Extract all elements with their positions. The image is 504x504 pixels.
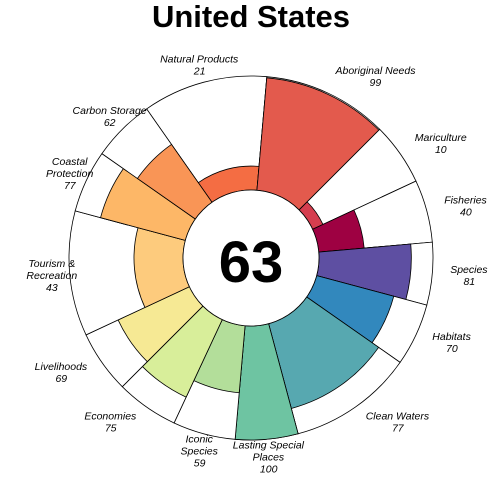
petal-label-livelihoods: Livelihoods 69 <box>35 361 88 385</box>
petals-layer <box>68 75 434 441</box>
petal-value: 10 <box>435 144 447 156</box>
labels-layer: Natural Products 21 Aboriginal Needs 99 Mari… <box>26 53 488 475</box>
petal-value: 21 <box>193 65 206 77</box>
petal-value: 43 <box>46 282 58 294</box>
petal-label-fisheries: Fisheries 40 <box>444 195 487 219</box>
petal-label-iconic-species: Iconic Species 59 <box>181 434 219 470</box>
petal-label-mariculture: Mariculture 10 <box>415 132 467 156</box>
petal-label-line: Habitats <box>432 331 471 343</box>
petal-value: 70 <box>446 343 458 355</box>
petal-label-species: Species 81 <box>450 264 488 288</box>
petal-label-line: Recreation <box>26 270 77 282</box>
petal-label-aboriginal-needs: Aboriginal Needs 99 <box>335 65 417 89</box>
petal-label-line: Species <box>181 446 219 458</box>
petal-label-line: Clean Waters <box>366 410 430 422</box>
petal-label-natural-products: Natural Products 21 <box>160 53 239 77</box>
petal-label-line: Economies <box>84 410 137 422</box>
petal-label-line: Coastal <box>52 156 88 168</box>
petal-label-line: Iconic <box>185 434 213 446</box>
petal-label-line: Species <box>450 264 488 276</box>
petal-label-line: Natural Products <box>160 53 239 65</box>
petal-value: 40 <box>460 207 472 219</box>
petal-value: 77 <box>64 180 77 192</box>
petal-value: 100 <box>260 464 278 476</box>
center-hole <box>182 189 320 327</box>
petal-label-lasting-special-places: Lasting Special Places 100 <box>233 440 305 476</box>
chart-title: United States <box>152 0 350 34</box>
petal-label-line: Places <box>253 452 285 464</box>
petal-label-line: Protection <box>46 168 93 180</box>
petal-label-line: Carbon Storage <box>73 105 147 117</box>
petal-value: 59 <box>194 458 206 470</box>
petal-label-economies: Economies 75 <box>84 410 137 434</box>
petal-label-tourism-recreation: Tourism & Recreation 43 <box>26 258 77 294</box>
petal-label-habitats: Habitats 70 <box>432 331 471 355</box>
petal-value: 77 <box>392 422 405 434</box>
petal-label-clean-waters: Clean Waters 77 <box>366 410 430 434</box>
petal-label-coastal-protection: Coastal Protection 77 <box>46 156 93 192</box>
petal-label-line: Aboriginal Needs <box>335 65 417 77</box>
petal-label-line: Lasting Special <box>233 440 305 452</box>
petal-label-line: Fisheries <box>444 195 487 207</box>
petal-label-line: Livelihoods <box>35 361 88 373</box>
petal-label-line: Tourism & <box>28 258 75 270</box>
petal-value: 75 <box>105 422 117 434</box>
petal-value: 99 <box>370 77 382 89</box>
petal-value: 62 <box>104 117 116 129</box>
petal-value: 81 <box>463 276 475 288</box>
center-score: 63 <box>219 230 284 295</box>
petal-value: 69 <box>55 373 67 385</box>
petal-label-line: Mariculture <box>415 132 467 144</box>
petal-label-carbon-storage: Carbon Storage 62 <box>73 105 147 129</box>
